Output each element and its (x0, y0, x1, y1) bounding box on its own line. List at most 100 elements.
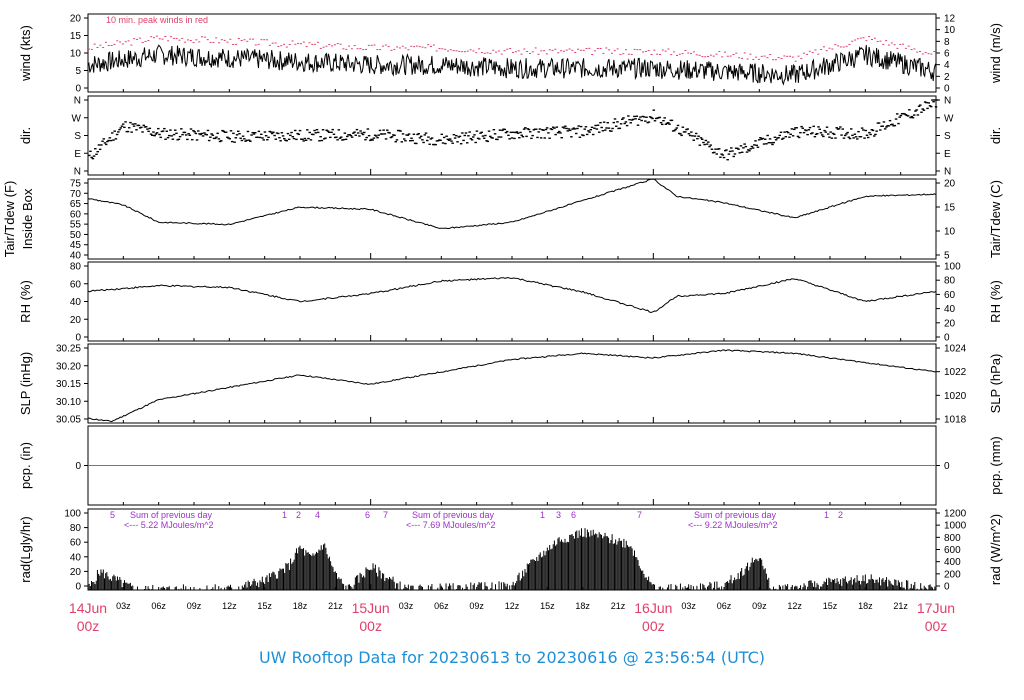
date-label: 16Jun (634, 600, 672, 616)
y-tick-label-right: 100 (944, 262, 961, 273)
y-tick-label: 75 (70, 179, 82, 190)
y-tick-label: 0 (75, 333, 81, 344)
series-line (87, 44, 937, 86)
y-tick-label: 55 (70, 220, 82, 231)
y-tick-label: 60 (70, 209, 82, 220)
y-tick-label: S (74, 131, 81, 142)
x-tick-label: 12z (787, 601, 802, 611)
panel-frame (87, 343, 937, 424)
y-tick-label: 60 (70, 538, 82, 549)
y-axis-label: RH (%) (18, 280, 33, 323)
x-tick-label: 03z (681, 601, 696, 611)
x-tick-label: 15z (257, 601, 272, 611)
x-tick-label: 12z (505, 601, 520, 611)
y-tick-label-right: S (944, 131, 951, 142)
y-tick-label: 40 (70, 251, 82, 262)
panel-frame (87, 95, 937, 176)
y-tick-label: 40 (70, 297, 82, 308)
y-axis-label: rad(Lgly/hr) (18, 516, 33, 582)
radiation-annotation: 5 (110, 510, 115, 520)
y-tick-label-right: 0 (944, 333, 950, 344)
y-tick-label-right: N (944, 167, 951, 178)
radiation-annotation: <--- 9.22 MJoules/m^2 (688, 520, 778, 530)
y-tick-label: W (72, 113, 82, 124)
y-tick-label: 30.20 (56, 361, 81, 372)
y-tick-label-right: 60 (944, 290, 956, 301)
y-axis-label-right: rad (W/m^2) (988, 514, 1003, 585)
y-axis-label: dir. (18, 127, 33, 144)
radiation-annotation: 6 (571, 510, 576, 520)
y-tick-label-right: W (944, 113, 954, 124)
y-tick-label-right: 80 (944, 276, 956, 287)
radiation-annotation: 1 (540, 510, 545, 520)
y-axis-label: wind (kts) (18, 25, 33, 82)
y-tick-label: 20 (70, 14, 82, 25)
y-tick-label-right: 800 (944, 533, 961, 544)
panel-frame (87, 178, 937, 260)
direction-points (88, 99, 939, 161)
y-tick-label: 30.25 (56, 344, 81, 355)
y-tick-label-right: 5 (944, 251, 950, 262)
radiation-annotation: 2 (838, 510, 843, 520)
y-tick-label-right: 400 (944, 557, 961, 568)
y-tick-label-right: 8 (944, 37, 950, 48)
y-tick-label: 45 (70, 240, 82, 251)
y-tick-label: 30.05 (56, 415, 81, 426)
date-label: 14Jun (69, 600, 107, 616)
y-tick-label: 100 (64, 509, 81, 520)
y-axis-label-right: wind (m/s) (988, 23, 1003, 84)
y-tick-label: 5 (75, 66, 81, 77)
radiation-annotation: <--- 7.69 MJoules/m^2 (406, 520, 496, 530)
date-label: 17Jun (917, 600, 955, 616)
y-tick-label-right: 1024 (944, 344, 967, 355)
radiation-annotation: <--- 5.22 MJoules/m^2 (124, 520, 214, 530)
radiation-annotation: Sum of previous day (412, 510, 495, 520)
x-tick-label: 09z (752, 601, 767, 611)
y-tick-label-right: 2 (944, 72, 950, 83)
x-tick-label: 06z (434, 601, 449, 611)
radiation-annotation: 7 (383, 510, 388, 520)
panel-frame (87, 261, 937, 342)
x-tick-label: 21z (328, 601, 343, 611)
x-tick-label: 18z (293, 601, 308, 611)
y-tick-label: 30.10 (56, 397, 81, 408)
radiation-annotation: 4 (315, 510, 320, 520)
y-tick-label-right: 0 (944, 461, 950, 472)
series-line (87, 277, 937, 314)
panel-frame (87, 508, 937, 591)
x-tick-label: 03z (399, 601, 414, 611)
y-tick-label-right: 0 (944, 582, 950, 593)
y-tick-label: N (74, 96, 81, 107)
x-tick-label: 21z (611, 601, 626, 611)
date-label-time: 00z (925, 618, 948, 634)
radiation-annotation: 6 (365, 510, 370, 520)
y-axis-label-right: RH (%) (988, 280, 1003, 323)
y-axis-label-right: SLP (hPa) (988, 354, 1003, 414)
panel-frame (87, 13, 937, 93)
peak-wind-marks (88, 35, 938, 62)
radiation-annotation: Sum of previous day (130, 510, 213, 520)
y-tick-label-right: 15 (944, 203, 956, 214)
y-tick-label: 65 (70, 199, 82, 210)
series-line (87, 178, 937, 229)
date-label: 15Jun (352, 600, 390, 616)
y-tick-label-right: 40 (944, 304, 956, 315)
x-tick-label: 09z (187, 601, 202, 611)
y-tick-label: 0 (75, 84, 81, 95)
y-tick-label-right: 1200 (944, 509, 967, 520)
annotation: 10 min. peak winds in red (106, 15, 208, 25)
y-tick-label-right: 20 (944, 179, 956, 190)
y-tick-label: 10 (70, 49, 82, 60)
y-axis-label-right: pcp. (mm) (988, 436, 1003, 495)
y-axis-label-right: Tair/Tdew (C) (988, 180, 1003, 258)
y-axis-label: pcp. (in) (18, 442, 33, 489)
x-tick-label: 06z (151, 601, 166, 611)
y-axis-label: Tair/Tdew (F) (2, 181, 17, 258)
y-tick-label-right: 10 (944, 25, 956, 36)
y-tick-label-right: 4 (944, 60, 950, 71)
date-label-time: 00z (359, 618, 382, 634)
x-tick-label: 18z (858, 601, 873, 611)
radiation-annotation: 1 (824, 510, 829, 520)
y-tick-label-right: 1022 (944, 367, 967, 378)
